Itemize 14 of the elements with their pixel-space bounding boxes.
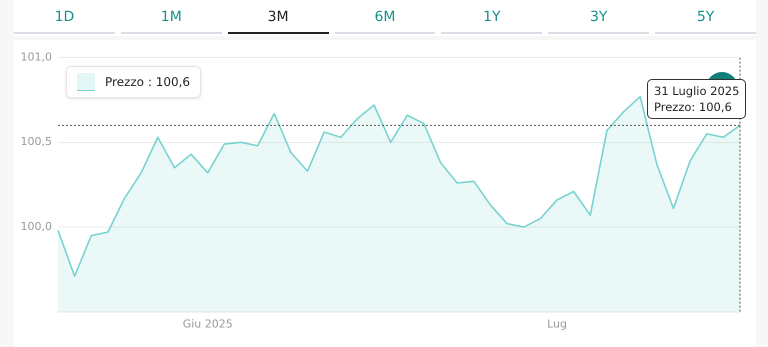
y-tick-label: 101,0	[20, 50, 52, 64]
annotation: 31 Luglio 2025 Prezzo: 100,6	[654, 83, 740, 116]
x-tick-label: Giu 2025	[182, 317, 233, 330]
text: 5Y	[655, 0, 756, 34]
text: 1M	[120, 0, 222, 34]
legend-label: Prezzo : 100,6	[105, 74, 190, 89]
text: 3M	[228, 0, 329, 34]
x-tick-label: Lug	[547, 317, 567, 330]
text: 1D	[14, 0, 115, 34]
text: 3Y	[548, 0, 650, 34]
y-tick-label: 100,0	[20, 220, 52, 233]
y-tick-label: 100,5	[20, 135, 52, 148]
text: 6M	[334, 0, 436, 34]
text: 1Y	[441, 0, 542, 34]
